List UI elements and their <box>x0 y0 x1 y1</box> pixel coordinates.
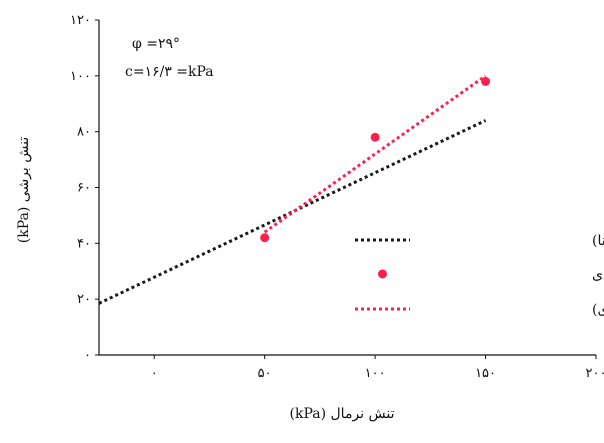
series-line-0 <box>98 119 487 305</box>
series-layer <box>98 74 491 305</box>
x-tick-label: ۵۰ <box>258 366 272 381</box>
y-tick-label: ۰ <box>84 348 91 363</box>
x-tick-label: ۰ <box>151 366 158 381</box>
x-tick-label: ۱۰۰ <box>365 366 386 381</box>
legend: آزمایشگاهی (دی دونا) مدلسازی عددی Linear (… <box>355 231 604 318</box>
data-point <box>370 132 380 142</box>
legend-label-0: آزمایشگاهی (دی دونا) <box>592 231 604 249</box>
legend-label-2: Linear (مدلسازی عددی) <box>592 302 604 318</box>
y-tick-label: ۲۰ <box>77 292 91 307</box>
y-tick-label: ۱۰۰ <box>70 69 91 84</box>
y-tick-label: ۱۲۰ <box>70 13 91 28</box>
legend-symbol-1 <box>378 269 387 279</box>
y-axis-title: (kPa) تنش برشی <box>16 137 32 244</box>
series-line-2 <box>263 74 487 234</box>
y-tick-label: ۸۰ <box>77 125 91 140</box>
y-tick-label: ۶۰ <box>77 181 91 196</box>
x-tick-label: ۱۵۰ <box>475 366 496 381</box>
cohesion-annotation: c=۱۶/۳ =kPa <box>125 64 214 80</box>
tick-labels: ۰ ۲۰ ۴۰ ۶۰ ۸۰ ۱۰۰ ۱۲۰ ۰ ۵۰ ۱۰۰ ۱۵۰ ۲۰۰ <box>70 13 604 381</box>
y-tick-label: ۴۰ <box>77 236 91 251</box>
friction-angle-annotation: φ =۲۹° <box>132 36 180 52</box>
legend-label-1: مدلسازی عددی <box>592 267 604 283</box>
x-tick-label: ۲۰۰ <box>586 366 604 381</box>
data-point <box>260 233 270 243</box>
x-axis-title: تنش نرمال (kPa) <box>290 406 395 422</box>
axes <box>95 19 597 359</box>
